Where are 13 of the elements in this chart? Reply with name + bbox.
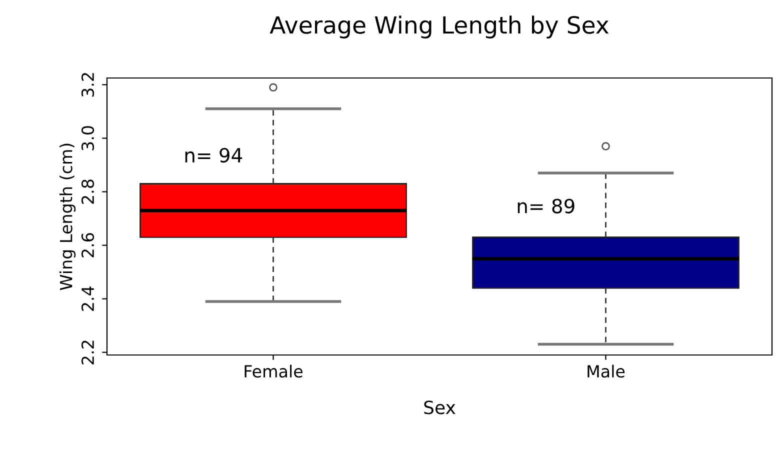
x-axis-title: Sex xyxy=(424,400,456,414)
y-tick-label: 3.0 xyxy=(81,126,94,150)
y-tick-label: 3.2 xyxy=(81,73,94,97)
y-tick-label: 2.2 xyxy=(81,340,94,364)
annotation: n= 89 xyxy=(518,198,574,214)
annotation: n= 94 xyxy=(185,148,242,163)
x-tick-label: Female xyxy=(244,364,302,378)
y-axis-title: Wing Length (cm) xyxy=(59,144,76,290)
y-tick-label: 2.4 xyxy=(81,286,94,311)
y-tick-label: 2.8 xyxy=(81,180,94,204)
chart-title: Average Wing Length by Sex xyxy=(270,16,609,38)
x-tick-label: Male xyxy=(588,364,625,378)
y-tick-label: 2.6 xyxy=(81,233,94,258)
